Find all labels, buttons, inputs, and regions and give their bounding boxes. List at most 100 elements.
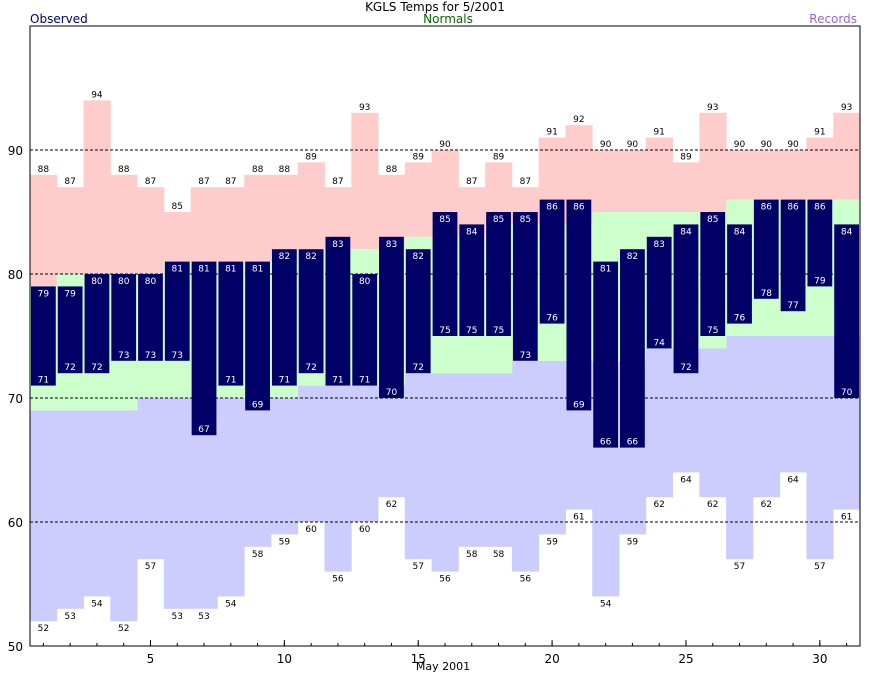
observed-bar: [566, 199, 592, 411]
record-high-bar: [163, 212, 192, 262]
record-low-label: 54: [91, 599, 103, 609]
observed-high-label: 80: [145, 277, 157, 287]
observed-high-label: 84: [466, 227, 478, 237]
observed-low-label: 69: [252, 400, 264, 410]
record-low-bar: [351, 385, 379, 522]
observed-low-label: 67: [198, 425, 209, 435]
observed-low-label: 72: [680, 363, 691, 373]
observed-bar: [727, 224, 752, 324]
observed-high-label: 84: [841, 227, 853, 237]
record-high-bar: [30, 174, 58, 287]
record-high-label: 89: [680, 152, 692, 162]
record-low-bar: [752, 336, 781, 498]
record-low-label: 53: [198, 612, 209, 622]
observed-low-label: 76: [546, 314, 558, 324]
observed-bar: [352, 274, 378, 386]
record-low-bar: [83, 410, 111, 597]
observed-bar: [325, 236, 351, 386]
record-high-bar: [137, 187, 165, 274]
record-low-label: 64: [787, 475, 799, 485]
observed-low-label: 72: [91, 363, 102, 373]
record-low-bar: [431, 373, 459, 572]
record-low-label: 59: [279, 537, 291, 547]
observed-high-label: 85: [439, 215, 450, 225]
record-low-label: 58: [466, 550, 478, 560]
observed-bar: [539, 199, 565, 324]
x-axis-label: May 2001: [415, 660, 471, 673]
observed-low-label: 71: [332, 376, 343, 386]
y-tick-label: 90: [8, 144, 23, 158]
record-high-bar: [56, 187, 84, 274]
observed-high-label: 79: [38, 289, 50, 299]
record-low-bar: [324, 385, 352, 572]
record-high-bar: [619, 150, 647, 212]
record-high-label: 90: [627, 140, 639, 150]
observed-bar: [405, 249, 431, 374]
record-high-label: 87: [198, 177, 209, 187]
x-tick-label: 30: [812, 652, 827, 666]
record-low-bar: [538, 360, 566, 535]
observed-high-label: 85: [707, 215, 718, 225]
observed-bar: [271, 249, 297, 386]
record-high-bar: [297, 162, 325, 250]
record-low-bar: [511, 360, 540, 572]
record-high-label: 87: [520, 177, 531, 187]
record-high-label: 92: [573, 115, 584, 125]
observed-low-label: 71: [225, 376, 236, 386]
observed-high-label: 81: [198, 265, 209, 275]
observed-low-label: 71: [279, 376, 290, 386]
record-low-label: 61: [573, 513, 584, 523]
record-high-label: 89: [305, 152, 317, 162]
record-low-label: 60: [305, 525, 317, 535]
observed-low-label: 75: [466, 326, 477, 336]
observed-bar: [111, 274, 137, 361]
observed-low-label: 75: [707, 326, 718, 336]
record-high-label: 90: [439, 140, 451, 150]
record-high-bar: [83, 100, 111, 275]
observed-low-label: 72: [412, 363, 423, 373]
observed-high-label: 84: [680, 227, 692, 237]
record-high-bar: [806, 137, 834, 200]
record-high-label: 93: [841, 103, 852, 113]
x-tick-label: 20: [544, 652, 559, 666]
record-low-label: 60: [359, 525, 371, 535]
record-low-label: 57: [734, 562, 745, 572]
record-low-bar: [30, 410, 58, 622]
record-low-label: 56: [520, 575, 532, 585]
record-high-label: 87: [145, 177, 156, 187]
record-low-bar: [645, 348, 673, 498]
observed-bar: [593, 261, 619, 448]
record-high-bar: [217, 187, 245, 262]
observed-low-label: 70: [841, 388, 853, 398]
record-low-label: 62: [761, 500, 772, 510]
observed-high-label: 82: [412, 252, 423, 262]
y-tick-label: 80: [8, 268, 23, 282]
record-high-bar: [351, 112, 379, 250]
observed-high-label: 82: [279, 252, 290, 262]
record-high-label: 91: [546, 128, 557, 138]
legend-normals: Normals: [423, 12, 473, 26]
observed-bar: [512, 212, 538, 361]
record-low-label: 52: [38, 624, 49, 634]
observed-high-label: 86: [573, 203, 585, 213]
observed-high-label: 82: [627, 252, 638, 262]
record-low-label: 52: [118, 624, 129, 634]
record-low-label: 54: [225, 599, 237, 609]
observed-high-label: 85: [520, 215, 531, 225]
observed-bar: [57, 286, 83, 374]
record-low-label: 59: [546, 537, 558, 547]
record-high-label: 93: [707, 103, 718, 113]
x-axis-ticks: 5 10 15 20 25 30: [42, 640, 848, 666]
observed-high-label: 80: [359, 277, 371, 287]
observed-high-label: 80: [91, 277, 103, 287]
observed-bar: [673, 224, 699, 374]
x-tick-label: 5: [147, 652, 155, 666]
observed-high-label: 86: [546, 203, 558, 213]
observed-low-label: 75: [439, 326, 450, 336]
observed-low-label: 73: [520, 351, 531, 361]
record-high-label: 90: [600, 140, 612, 150]
record-low-label: 57: [145, 562, 156, 572]
observed-low-label: 66: [627, 438, 639, 448]
record-high-label: 87: [332, 177, 343, 187]
observed-bar: [753, 199, 779, 299]
